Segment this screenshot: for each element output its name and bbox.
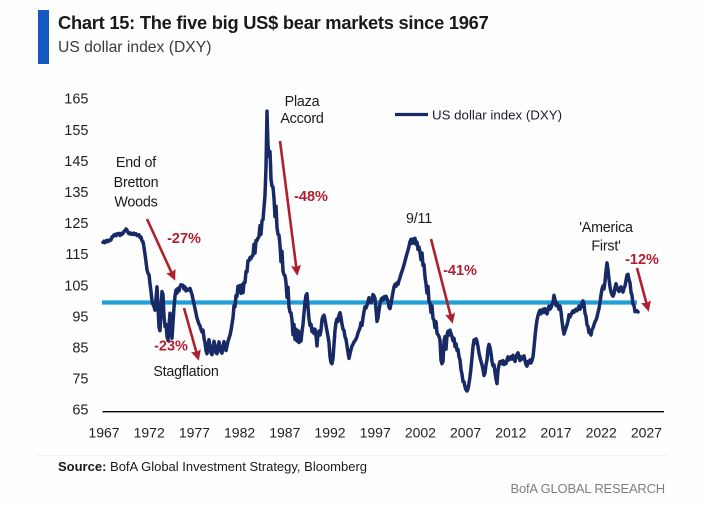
svg-text:2012: 2012 [495,425,526,441]
svg-text:1992: 1992 [314,425,345,441]
svg-text:115: 115 [65,247,88,263]
svg-text:65: 65 [72,403,88,419]
svg-text:Woods: Woods [114,195,157,211]
svg-text:Accord: Accord [280,111,324,127]
svg-text:105: 105 [64,278,88,294]
svg-text:2017: 2017 [540,425,571,441]
svg-text:1982: 1982 [224,425,255,441]
svg-text:US dollar index (DXY): US dollar index (DXY) [432,108,562,123]
svg-text:First': First' [591,239,621,255]
svg-text:-12%: -12% [625,252,659,268]
svg-text:-27%: -27% [167,231,201,247]
svg-text:2022: 2022 [586,425,617,441]
svg-text:1997: 1997 [360,425,391,441]
svg-text:145: 145 [64,154,88,170]
svg-text:Stagflation: Stagflation [153,364,219,380]
svg-text:Bretton: Bretton [114,175,159,191]
svg-text:Plaza: Plaza [285,94,320,110]
svg-text:2027: 2027 [631,425,662,441]
svg-text:125: 125 [64,216,88,232]
svg-text:1972: 1972 [134,425,165,441]
svg-text:End of: End of [116,155,156,171]
svg-text:2007: 2007 [450,425,481,441]
svg-text:95: 95 [72,309,88,325]
svg-text:135: 135 [64,185,88,201]
svg-text:85: 85 [72,341,88,357]
svg-text:-41%: -41% [443,263,477,279]
svg-text:75: 75 [72,372,88,388]
svg-text:-48%: -48% [294,189,328,205]
svg-text:155: 155 [64,123,88,139]
svg-text:165: 165 [64,92,88,108]
svg-text:9/11: 9/11 [406,211,432,227]
svg-text:1977: 1977 [179,425,210,441]
svg-text:1967: 1967 [88,425,119,441]
svg-text:-23%: -23% [154,339,188,355]
svg-text:2002: 2002 [405,425,436,441]
svg-text:'America: 'America [579,220,633,236]
svg-text:1987: 1987 [269,425,300,441]
